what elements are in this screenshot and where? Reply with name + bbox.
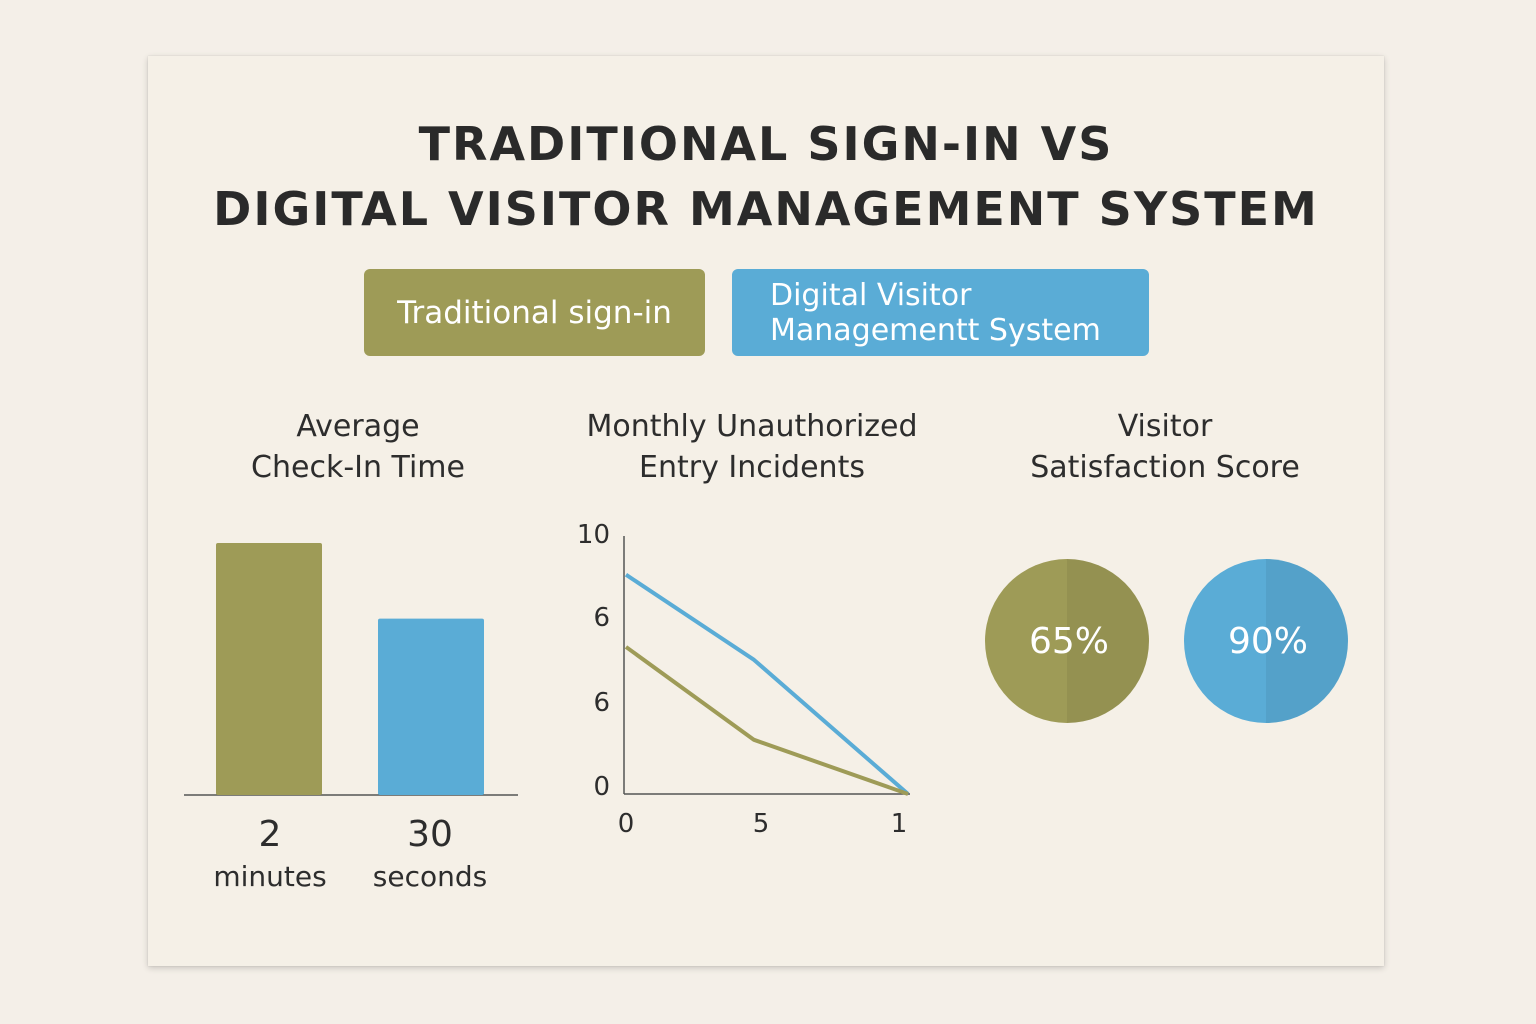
legend-traditional: Traditional sign-in: [364, 269, 705, 356]
bar-2-unit: seconds: [372, 860, 488, 893]
legend-digital: Digital Visitor Managementt System: [732, 269, 1149, 356]
bar-1-value: 2: [258, 814, 282, 855]
y-tick-label: 6: [593, 688, 610, 718]
incidents-title-line1: Monthly Unauthorized: [586, 409, 918, 444]
legend-digital-label-line2: Managementt System: [770, 312, 1101, 348]
bar-1-unit: minutes: [213, 860, 327, 893]
legend-traditional-label: Traditional sign-in: [397, 294, 672, 331]
pie-2: [1184, 559, 1348, 723]
satisfaction-title-line1: Visitor: [1117, 409, 1213, 444]
y-tick-label: 0: [593, 772, 610, 802]
infographic-card: TRADITIONAL SIGN-IN VS DIGITAL VISITOR M…: [148, 56, 1384, 966]
checkin-title-line1: Average: [296, 409, 420, 444]
checkin-title-line2: Check-In Time: [251, 450, 465, 485]
y-tick-label: 6: [593, 603, 610, 633]
pie-1: [985, 559, 1149, 723]
title-line-1: TRADITIONAL SIGN-IN VS: [418, 117, 1114, 171]
x-tick-label: 5: [753, 809, 770, 839]
title-line-2: DIGITAL VISITOR MANAGEMENT SYSTEM: [213, 182, 1319, 236]
satisfaction-title: Visitor Satisfaction Score: [985, 406, 1345, 488]
incidents-title: Monthly Unauthorized Entry Incidents: [552, 406, 952, 488]
pie-1-shade: [1067, 559, 1149, 723]
bar-2-value: 30: [407, 814, 453, 855]
pie-2-shade: [1266, 559, 1348, 723]
legend-digital-label-line1: Digital Visitor: [770, 277, 972, 313]
satisfaction-title-line2: Satisfaction Score: [1030, 450, 1300, 485]
bar-2: [378, 618, 484, 795]
checkin-title: Average Check-In Time: [188, 406, 528, 488]
series-line-2: [624, 645, 909, 796]
series-line-1: [624, 573, 910, 796]
x-tick-label: 0: [618, 809, 635, 839]
pie-1-label: 65%: [1029, 621, 1109, 662]
charts-canvas: 10 6 6 00 5 1 65% 90%: [184, 520, 1348, 839]
incidents-title-line2: Entry Incidents: [639, 450, 865, 485]
y-tick-label: 10: [577, 520, 610, 550]
pie-2-label: 90%: [1228, 621, 1308, 662]
x-tick-label: 1: [891, 809, 908, 839]
bar-1: [216, 543, 322, 795]
